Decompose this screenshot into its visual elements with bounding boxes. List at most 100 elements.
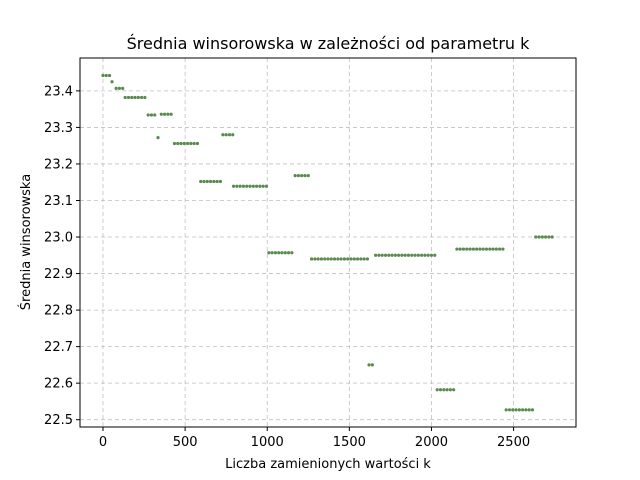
data-point [290,251,294,255]
data-point [547,235,551,239]
data-point [397,253,401,257]
data-point [416,253,420,257]
data-point [374,253,378,257]
x-tick-label: 2500 [497,435,530,450]
data-point [283,251,287,255]
data-point [514,408,518,412]
data-point [231,184,236,188]
data-point [202,179,206,184]
data-point [251,184,255,188]
data-point [336,257,340,261]
data-point [413,253,417,257]
data-point [176,141,180,146]
data-point [123,95,127,100]
x-tick-label: 1000 [251,435,284,450]
data-point [227,133,232,137]
data-point [370,363,374,367]
data-point [438,388,443,392]
data-point [280,251,284,255]
points-layer [101,73,554,412]
y-ticks: 22.5 22.6 22.7 22.8 22.9 23.0 23.1 23.2 23.3 23.4 [44,84,80,428]
data-point [114,86,118,90]
data-point [524,408,528,412]
data-point [377,253,381,257]
data-point [390,253,394,257]
data-point [433,253,437,257]
data-point [550,235,554,239]
data-point [241,184,246,188]
data-point [339,257,343,261]
data-point [471,247,475,251]
data-point [420,253,424,257]
data-point [521,408,525,412]
data-point [254,184,259,188]
data-point [192,141,196,146]
data-point [139,95,144,100]
y-tick-label: 22.6 [44,377,73,392]
data-point [458,247,462,251]
data-point [498,247,502,251]
data-point [326,257,330,261]
data-point [149,113,154,117]
data-point [153,113,157,117]
data-point [133,95,137,100]
data-point [383,253,388,257]
data-point [136,95,140,100]
data-point [277,251,281,255]
data-point [323,257,327,261]
data-point [215,179,219,184]
data-point [511,408,515,412]
data-point [452,388,456,392]
data-point [488,247,492,251]
data-point [185,141,190,146]
data-point [189,141,193,146]
data-point [107,73,112,78]
data-point [517,408,521,412]
data-point [484,247,489,251]
data-point [534,235,538,239]
data-point [445,388,449,392]
data-point [143,95,147,100]
data-point [540,235,544,239]
data-point [481,247,485,251]
data-point [410,253,414,257]
data-point [403,253,407,257]
data-point [205,179,209,184]
data-point [527,408,531,412]
data-point [261,184,265,188]
data-point [365,257,370,261]
data-point [267,251,271,255]
data-point [393,253,397,257]
y-tick-label: 23.2 [44,157,73,172]
y-tick-label: 22.8 [44,304,73,319]
y-axis-label: Średnia winsorowska [18,174,34,310]
data-point [104,73,108,78]
data-point [309,257,314,261]
data-point [537,235,541,239]
data-point [313,257,317,261]
data-point [121,86,125,90]
data-point [224,133,228,137]
data-point [352,257,356,261]
data-point [316,257,320,261]
data-point [355,257,360,261]
data-point [332,257,337,261]
data-point [166,112,170,116]
data-point [110,80,114,84]
data-point [494,247,498,251]
x-axis-label: Liczba zamienionych wartości k [225,457,431,472]
y-tick-label: 23.3 [44,121,73,136]
data-point [159,112,163,116]
data-point [130,95,134,100]
x-ticks: 0 500 1000 1500 2000 2500 [99,427,530,450]
data-point [329,257,333,261]
data-point [455,247,459,251]
data-point [169,112,173,116]
data-point [468,247,472,251]
y-tick-label: 22.7 [44,340,73,355]
data-point [406,253,411,257]
x-tick-label: 2000 [415,435,448,450]
data-point [212,179,216,184]
y-tick-label: 22.5 [44,413,73,428]
